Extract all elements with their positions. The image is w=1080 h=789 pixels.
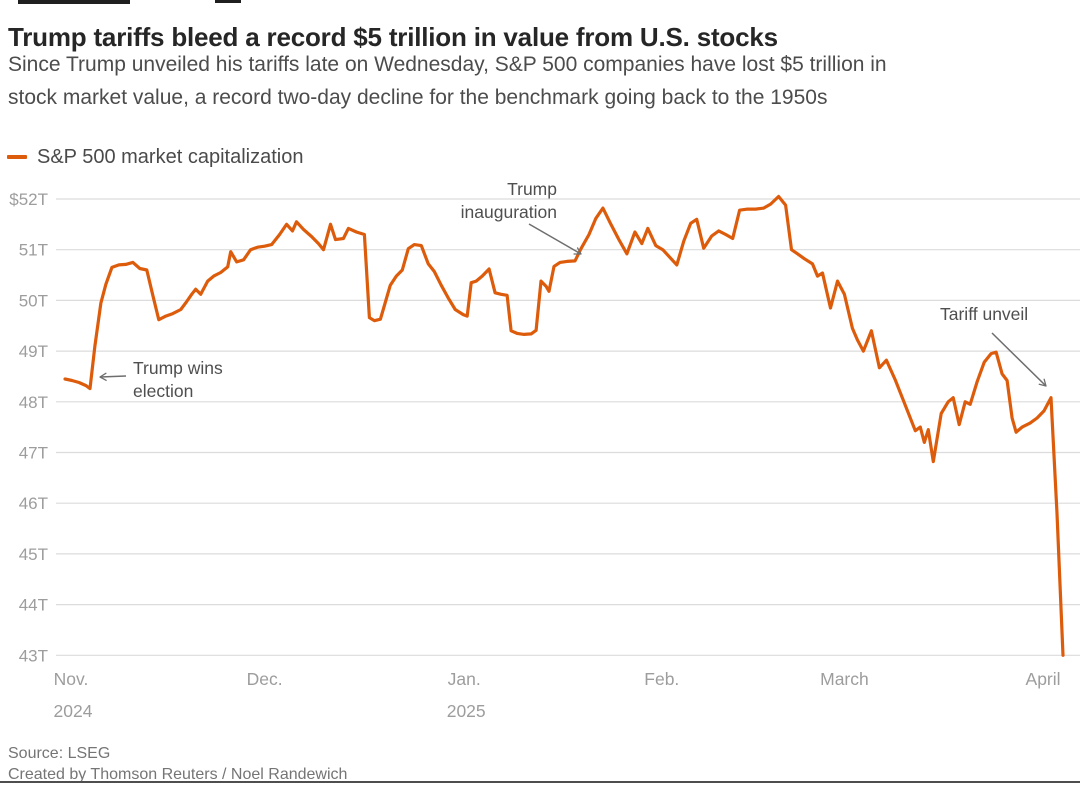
y-tick-52T: $52T <box>9 190 48 209</box>
legend-label: S&P 500 market capitalization <box>37 145 304 168</box>
annotation-trump-wins-election: Trump wins election <box>99 358 223 401</box>
x-tick-dec: Dec. <box>247 669 283 689</box>
x-tick-april: April <box>1026 669 1061 689</box>
annotation-trump-inauguration: Trump inauguration <box>461 179 582 255</box>
series-color-swatch <box>7 155 27 159</box>
top-edge-artifact-2 <box>215 0 241 3</box>
source-note: Source: LSEG <box>8 745 111 762</box>
bottom-rule <box>0 781 1080 783</box>
annotation-tariff-unveil: Tariff unveil <box>940 304 1047 387</box>
y-tick-43T: 43T <box>19 646 48 665</box>
annotation-trump-inauguration-arrow <box>528 223 582 255</box>
annotation-trump-wins-election-text-1: election <box>133 381 193 401</box>
y-tick-45T: 45T <box>19 545 48 564</box>
legend: S&P 500 market capitalization <box>7 146 303 168</box>
annotation-trump-inauguration-text-1: inauguration <box>461 202 557 222</box>
y-tick-50T: 50T <box>19 291 48 310</box>
y-tick-47T: 47T <box>19 444 48 463</box>
y-tick-46T: 46T <box>19 494 48 513</box>
annotation-tariff-unveil-text-0: Tariff unveil <box>940 304 1028 324</box>
x-tick-jan: Jan. <box>448 669 481 689</box>
annotation-trump-wins-election-text-0: Trump wins <box>133 358 223 378</box>
credit-note: Created by Thomson Reuters / Noel Randew… <box>8 766 348 783</box>
top-edge-artifact <box>18 0 130 4</box>
x-tick-march: March <box>820 669 869 689</box>
annotation-trump-inauguration-text-0: Trump <box>507 179 557 199</box>
sp500-line <box>63 194 1065 657</box>
subtitle-line-1: Since Trump unveiled his tariffs late on… <box>8 53 887 76</box>
y-tick-48T: 48T <box>19 393 48 412</box>
x-tick-year-2025: 2025 <box>447 701 486 721</box>
page-title: Trump tariffs bleed a record $5 trillion… <box>8 22 778 53</box>
y-tick-49T: 49T <box>19 342 48 361</box>
x-tick-feb: Feb. <box>644 669 679 689</box>
subtitle-line-2: stock market value, a record two-day dec… <box>8 86 828 109</box>
x-tick-year-2024: 2024 <box>54 701 93 721</box>
annotation-tariff-unveil-arrow <box>991 332 1047 387</box>
y-tick-51T: 51T <box>19 241 48 260</box>
y-tick-44T: 44T <box>19 596 48 615</box>
annotation-trump-wins-election-arrow <box>99 372 127 381</box>
x-tick-nov: Nov. <box>54 669 89 689</box>
